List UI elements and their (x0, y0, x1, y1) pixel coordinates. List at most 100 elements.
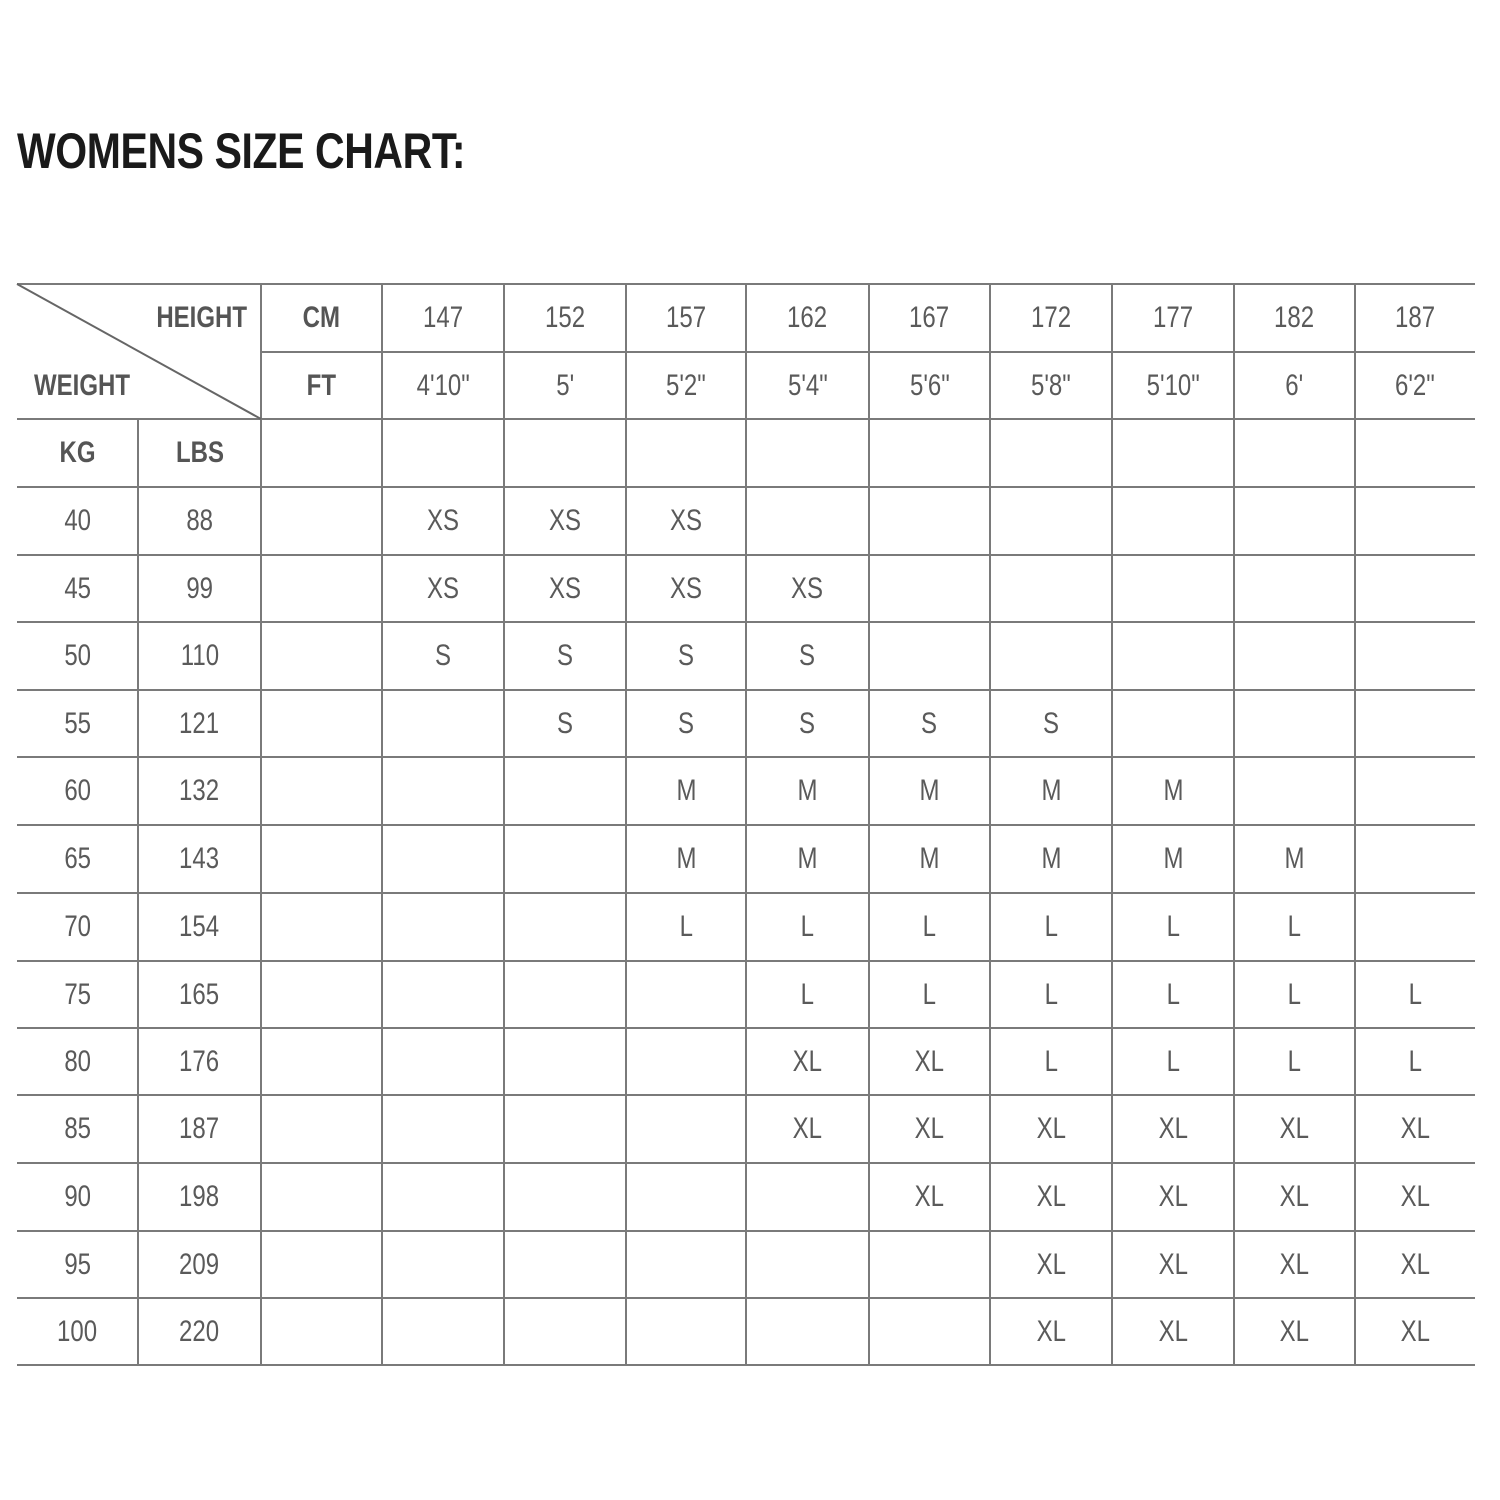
size-cell-text: S (921, 706, 938, 740)
grid-line-v (745, 284, 747, 1365)
weight-kg-cell-text: 60 (64, 774, 91, 807)
size-cell: XL (990, 1163, 1112, 1231)
size-cell: XS (504, 487, 626, 555)
weight-kg-cell: 55 (17, 690, 138, 757)
size-cell: L (1234, 961, 1355, 1028)
size-cell: XL (1234, 1095, 1355, 1163)
size-cell: M (1112, 825, 1234, 893)
size-cell-text: XL (792, 1044, 823, 1078)
size-cell: M (626, 825, 746, 893)
height-ft-header: 5'4" (746, 352, 869, 419)
size-cell: XL (1234, 1231, 1355, 1298)
size-cell: XS (746, 555, 869, 622)
weight-kg-cell: 70 (17, 893, 138, 961)
size-cell-text: XL (914, 1180, 945, 1213)
size-cell-text: XL (1279, 1247, 1310, 1281)
weight-lbs-cell-text: 220 (179, 1314, 220, 1348)
height-cm-header-text: 167 (909, 301, 950, 334)
height-ft-header-text: 5'6" (909, 368, 950, 402)
weight-kg-cell-text: 90 (64, 1180, 91, 1213)
size-cell-text: XS (669, 571, 703, 605)
weight-label: WEIGHT (22, 352, 150, 419)
size-cell: M (990, 757, 1112, 825)
weight-lbs-cell: 99 (138, 555, 261, 622)
weight-lbs-cell: 132 (138, 757, 261, 825)
size-cell: M (990, 825, 1112, 893)
size-cell: L (990, 961, 1112, 1028)
height-cm-header: 182 (1234, 284, 1355, 352)
size-cell-text: L (1287, 910, 1302, 943)
size-cell: S (746, 690, 869, 757)
weight-lbs-cell-text: 99 (186, 571, 213, 605)
height-ft-header-text: 5'4" (787, 368, 828, 402)
weight-lbs-cell-text: 209 (179, 1247, 220, 1281)
size-cell: XL (1355, 1298, 1475, 1365)
size-cell: L (869, 893, 990, 961)
lbs-label-text: LBS (175, 436, 224, 469)
size-cell: XL (1112, 1163, 1234, 1231)
height-ft-header-text: 5' (556, 368, 574, 402)
height-ft-header-text: 4'10" (416, 368, 470, 402)
size-cell-text: XL (1400, 1314, 1430, 1348)
height-cm-header: 152 (504, 284, 626, 352)
height-cm-header-text: 182 (1274, 301, 1315, 334)
weight-lbs-cell-text: 165 (179, 977, 220, 1011)
size-cell: L (1234, 1028, 1355, 1095)
grid-line-v (260, 284, 262, 1365)
weight-lbs-cell-text: 176 (179, 1044, 220, 1078)
size-cell-text: XL (792, 1112, 823, 1145)
size-cell: L (869, 961, 990, 1028)
weight-kg-cell-text: 85 (64, 1112, 91, 1145)
size-cell-text: XL (914, 1044, 945, 1078)
size-cell: M (1112, 757, 1234, 825)
weight-lbs-cell: 121 (138, 690, 261, 757)
lbs-label: LBS (138, 419, 261, 487)
cm-label-text: CM (302, 301, 341, 334)
size-cell: L (1112, 961, 1234, 1028)
size-cell: XS (626, 555, 746, 622)
height-cm-header: 172 (990, 284, 1112, 352)
weight-kg-cell: 85 (17, 1095, 138, 1163)
size-cell: XL (1112, 1298, 1234, 1365)
weight-kg-cell: 75 (17, 961, 138, 1028)
height-ft-header-text: 5'10" (1146, 368, 1200, 402)
weight-lbs-cell: 220 (138, 1298, 261, 1365)
grid-line-v (381, 284, 383, 1365)
size-cell: S (504, 690, 626, 757)
size-cell-text: M (919, 842, 940, 875)
size-cell-text: L (1044, 910, 1058, 943)
weight-lbs-cell: 88 (138, 487, 261, 555)
size-cell-text: XS (426, 571, 460, 605)
size-cell-text: S (799, 706, 816, 740)
size-cell: XL (869, 1028, 990, 1095)
height-cm-header: 187 (1355, 284, 1475, 352)
grid-line-v (503, 284, 505, 1365)
weight-kg-cell: 100 (17, 1298, 138, 1365)
size-cell-text: XS (426, 504, 460, 537)
height-label: HEIGHT (140, 284, 258, 352)
height-label-text: HEIGHT (155, 301, 247, 334)
weight-kg-cell: 65 (17, 825, 138, 893)
size-cell: XL (990, 1231, 1112, 1298)
size-cell: M (869, 825, 990, 893)
size-cell-text: XL (1279, 1180, 1310, 1213)
grid-line-v (868, 284, 870, 1365)
weight-kg-cell-text: 75 (64, 977, 91, 1011)
weight-kg-cell-text: 50 (64, 639, 91, 672)
size-cell: S (382, 622, 504, 690)
weight-lbs-cell: 110 (138, 622, 261, 690)
size-cell-text: M (676, 774, 696, 807)
size-cell-text: XL (1400, 1180, 1430, 1213)
size-cell-text: XL (1279, 1112, 1310, 1145)
height-cm-header-text: 162 (787, 301, 828, 334)
grid-line-v (625, 284, 627, 1365)
height-cm-header-text: 152 (544, 301, 586, 334)
weight-lbs-cell-text: 187 (179, 1112, 220, 1145)
size-cell-text: L (922, 910, 937, 943)
height-ft-header: 5'6" (869, 352, 990, 419)
weight-lbs-cell-text: 154 (179, 910, 220, 943)
weight-kg-cell-text: 45 (64, 571, 91, 605)
size-cell-text: L (679, 910, 693, 943)
size-cell-text: S (556, 639, 573, 672)
size-cell: S (746, 622, 869, 690)
